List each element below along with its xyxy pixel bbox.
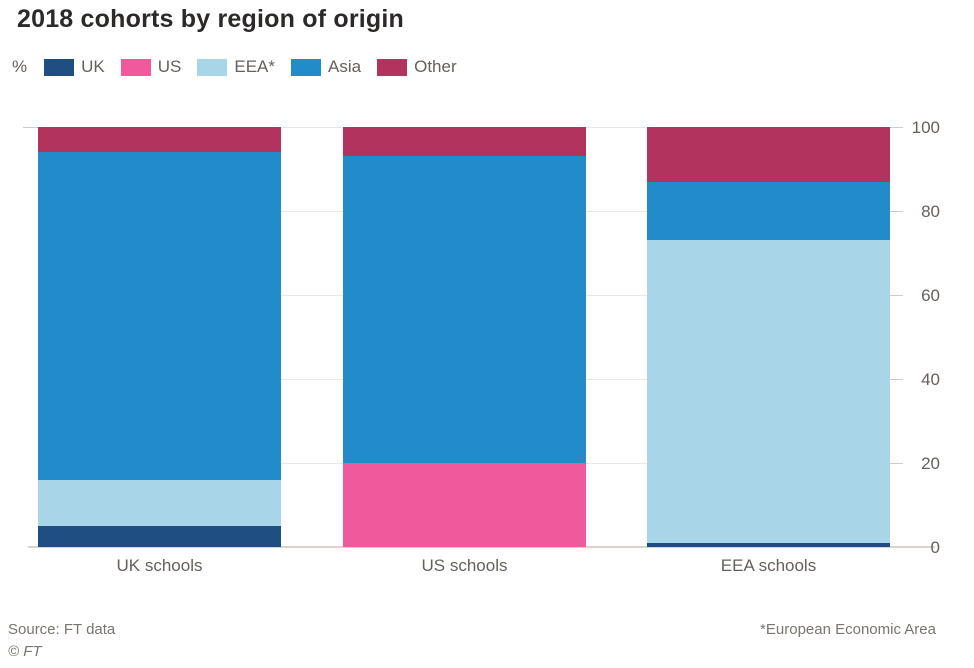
legend-item: Asia <box>291 57 361 77</box>
y-axis-tick-label: 60 <box>921 286 940 305</box>
legend-item: Other <box>377 57 457 77</box>
legend: % UK US EEA* Asia Other <box>12 57 473 77</box>
chart-title: 2018 cohorts by region of origin <box>17 5 405 33</box>
legend-label: US <box>157 57 182 76</box>
x-axis-category-label: EEA schools <box>720 556 817 575</box>
copyright-text: © FT <box>8 643 42 660</box>
bar-segment <box>343 156 586 463</box>
legend-label: Asia <box>328 57 362 76</box>
y-axis-tick <box>890 294 903 296</box>
legend-swatch <box>377 58 408 76</box>
bar-segment <box>38 152 281 480</box>
legend-item: EEA* <box>197 57 275 77</box>
legend-swatch <box>291 58 322 76</box>
y-axis-tick <box>23 126 38 128</box>
legend-swatch <box>44 58 75 76</box>
y-axis-tick-label: 40 <box>921 370 940 389</box>
bar-segment <box>343 463 586 547</box>
bar-segment <box>647 240 890 543</box>
legend-label: UK <box>81 57 105 76</box>
y-axis-tick-label: 100 <box>911 118 940 137</box>
legend-swatch <box>120 58 151 76</box>
bar-segment <box>343 127 586 157</box>
legend-swatch <box>197 58 228 76</box>
y-axis-tick <box>890 378 903 380</box>
legend-item: UK <box>44 57 105 77</box>
bar-segment <box>38 127 281 153</box>
x-axis-baseline <box>28 546 935 548</box>
bar-segment <box>38 479 281 526</box>
x-axis-category-label: US schools <box>421 556 508 575</box>
unit-label: % <box>12 57 28 76</box>
legend-label: EEA* <box>234 57 276 76</box>
bar-segment <box>38 526 281 547</box>
legend-item: US <box>120 57 182 77</box>
bar-segment <box>647 127 890 182</box>
y-axis-tick-label: 0 <box>930 538 940 557</box>
footnote-text: *European Economic Area <box>760 621 936 638</box>
source-text: Source: FT data <box>8 621 116 638</box>
y-axis-tick-label: 20 <box>921 454 940 473</box>
bar-segment <box>647 181 890 241</box>
y-axis-tick <box>890 210 903 212</box>
x-axis-category-label: UK schools <box>116 556 203 575</box>
bar-segment <box>647 542 890 547</box>
y-axis-tick-label: 80 <box>921 202 940 221</box>
y-axis-tick <box>890 126 903 128</box>
legend-label: Other <box>414 57 457 76</box>
y-axis-tick <box>890 462 903 464</box>
